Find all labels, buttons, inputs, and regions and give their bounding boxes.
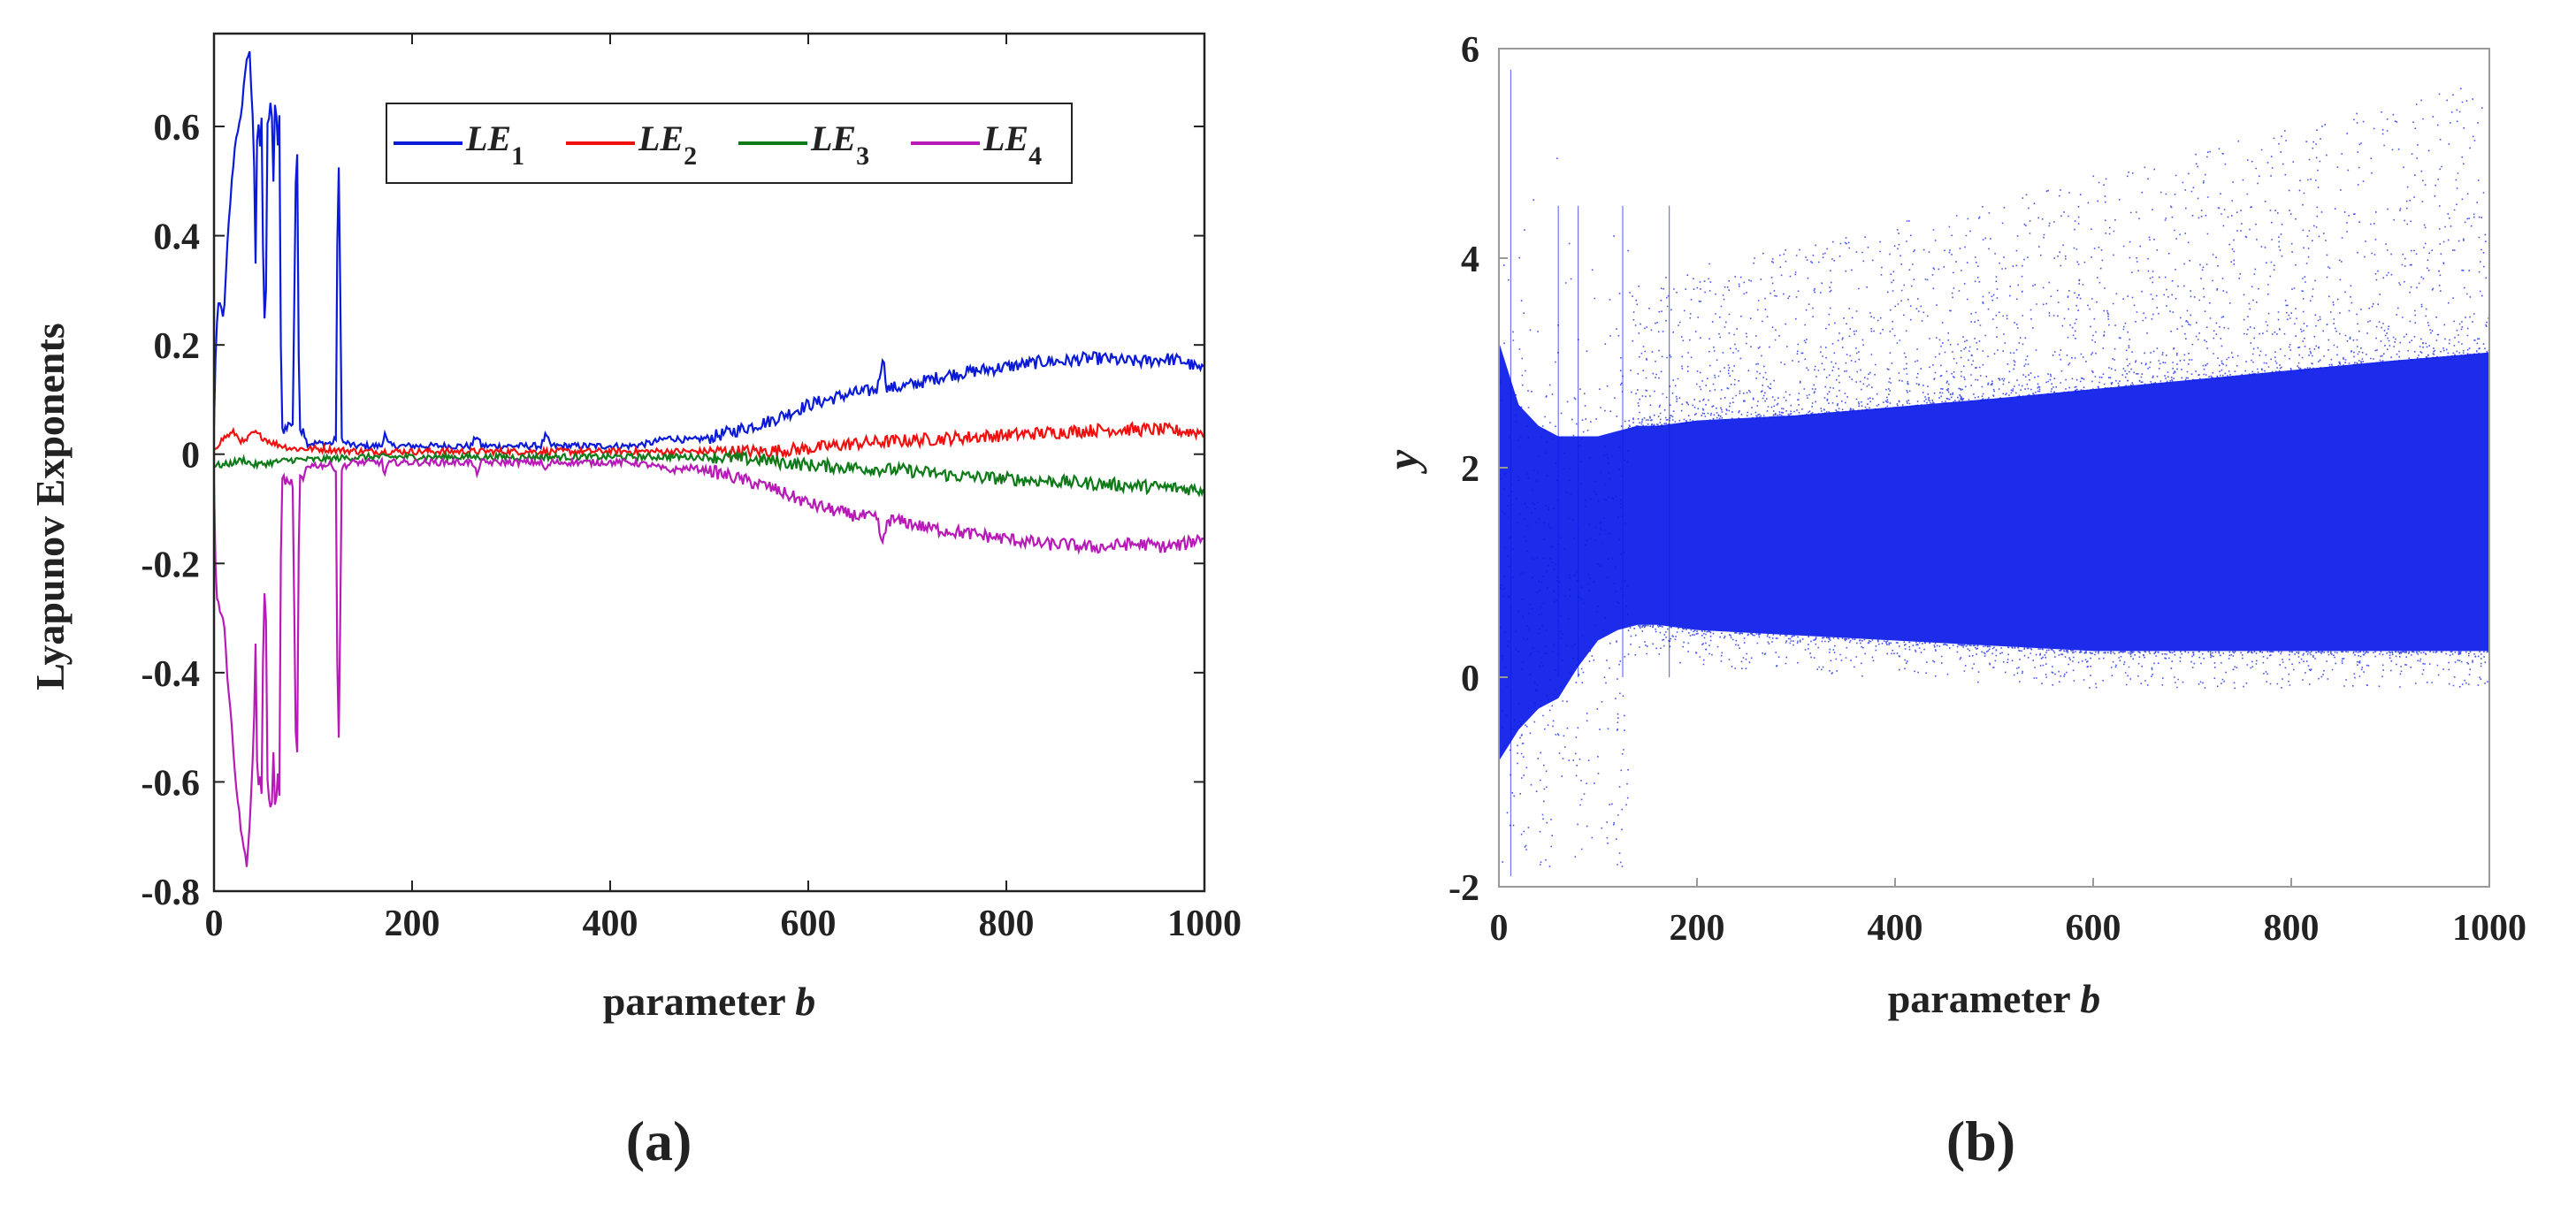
x-tick-label-a: 600: [781, 904, 837, 944]
x-tick-label-b: 1000: [2452, 908, 2526, 949]
x-ticks-b: 0 200 400 600 800 1000: [1490, 878, 2526, 949]
lyapunov-series-group: [214, 50, 1204, 867]
y-tick-label-a: 0.4: [154, 217, 201, 258]
series-line-le2: [214, 421, 1204, 461]
x-tick-label-b: 600: [2066, 908, 2121, 949]
x-ticks-a: 0 200 400 600 800 1000: [205, 34, 1242, 944]
bifurcation-points: [1499, 69, 2489, 877]
bifurcation-dense-band: [1499, 341, 2489, 761]
x-tick-label-a: 400: [583, 904, 638, 944]
y-ticks-b: 6 4 2 0 -2: [1449, 30, 1508, 909]
y-tick-label-a: -0.2: [141, 545, 201, 585]
bifurcation-diagram: 6 4 2 0 -2 0 200 400 600 800 1000 y parameter b (…: [1378, 30, 2526, 1172]
x-tick-label-b: 800: [2264, 908, 2320, 949]
series-line-le4: [214, 455, 1204, 867]
y-axis-label-b: y: [1378, 449, 1427, 474]
y-tick-label-b: 4: [1461, 240, 1479, 280]
y-tick-label-a: -0.4: [141, 654, 201, 695]
x-tick-label-a: 200: [385, 904, 440, 944]
x-axis-label-b: parameter b: [1888, 976, 2101, 1021]
series-line-le3: [214, 448, 1204, 498]
y-tick-label-a: 0: [181, 436, 200, 477]
panel-label-a: (a): [626, 1110, 692, 1172]
y-tick-label-b: 2: [1461, 449, 1479, 490]
legend: LE1 LE2 LE3 LE4: [386, 103, 1073, 184]
x-tick-label-b: 400: [1868, 908, 1923, 949]
x-tick-label-b: 200: [1670, 908, 1725, 949]
y-ticks-a: 0.6 0.4 0.2 0 -0.2 -0.4 -0.6 -0.8: [141, 108, 1204, 913]
y-axis-label-a: Lyapunov Exponents: [27, 323, 73, 690]
y-tick-label-b: 0: [1461, 659, 1479, 699]
y-tick-label-b: -2: [1449, 868, 1479, 909]
y-tick-label-a: 0.2: [154, 326, 201, 367]
x-tick-label-a: 800: [979, 904, 1035, 944]
y-tick-label-a: 0.6: [154, 108, 201, 149]
panel-label-b: (b): [1946, 1110, 2015, 1172]
x-tick-label-a: 1000: [1167, 904, 1242, 944]
plot-frame-a: [212, 32, 1206, 893]
y-tick-label-b: 6: [1461, 30, 1479, 71]
lyapunov-exponents-chart: 0.6 0.4 0.2 0 -0.2 -0.4 -0.6 -0.8 0 200 400 600 800…: [27, 32, 1242, 1172]
y-tick-label-a: -0.8: [141, 873, 201, 913]
x-axis-label-a: parameter b: [603, 979, 816, 1024]
series-line-le1: [214, 50, 1204, 453]
x-tick-label-a: 0: [205, 904, 224, 944]
y-tick-label-a: -0.6: [141, 763, 201, 804]
x-tick-label-b: 0: [1490, 908, 1509, 949]
